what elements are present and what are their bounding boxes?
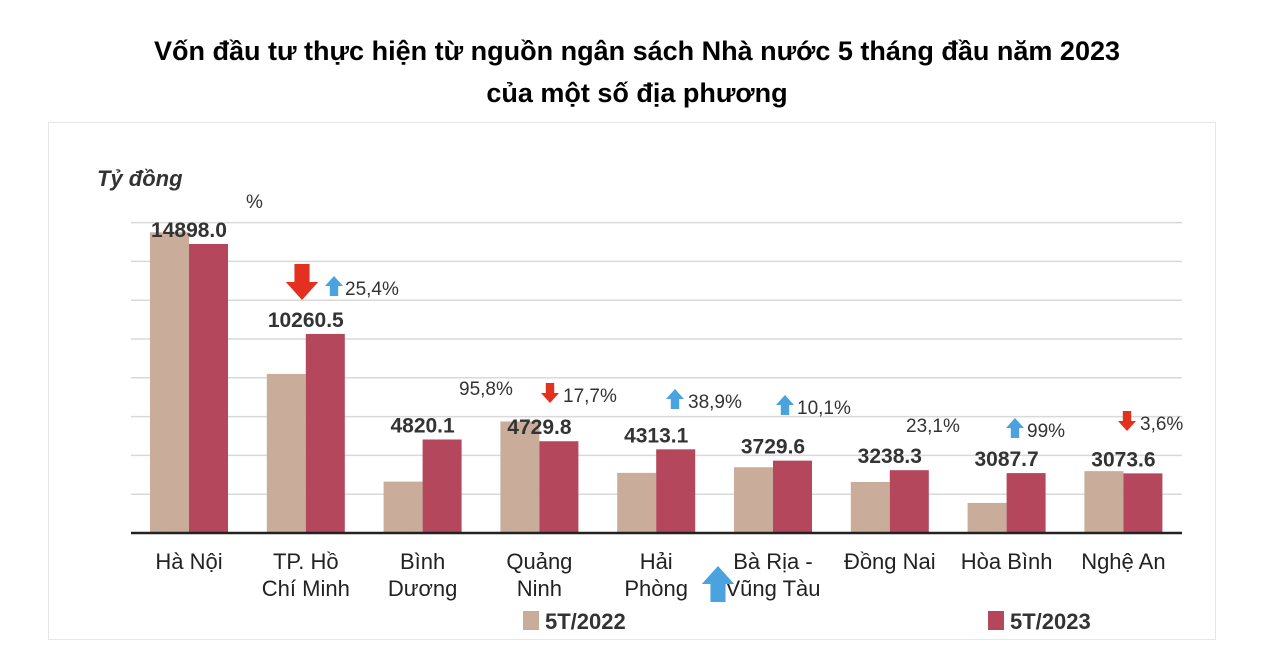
data-label: 3729.6 <box>741 436 805 459</box>
bar-5t-2023 <box>189 243 228 533</box>
category-label: Hà Nội <box>155 549 222 574</box>
category-label: TP. Hồ <box>273 549 339 574</box>
bar-5t-2023 <box>305 333 345 533</box>
title-line-1: Vốn đầu tư thực hiện từ nguồn ngân sách … <box>153 36 1120 66</box>
category-label: Dương <box>388 576 458 601</box>
arrow-up-icon <box>776 395 794 415</box>
category-label: Chí Minh <box>262 576 350 601</box>
category-label: Đồng Nai <box>844 549 936 574</box>
growth-annotation: 23,1% <box>906 416 960 437</box>
arrow-down-icon <box>285 264 319 300</box>
growth-annotation: 99% <box>1027 421 1065 442</box>
bar-5t-2022 <box>617 472 657 533</box>
category-label: Nghệ An <box>1081 549 1165 574</box>
category-label: Bình <box>400 549 445 574</box>
bar-5t-2022 <box>383 481 423 533</box>
growth-annotation: 10,1% <box>797 398 851 419</box>
category-label: Hòa Bình <box>961 549 1053 574</box>
legend-swatch-2022 <box>523 611 539 630</box>
bar-5t-2023 <box>1006 473 1046 533</box>
data-label: 3073.6 <box>1091 448 1155 471</box>
data-label: 3238.3 <box>858 445 922 468</box>
category-label: Bà Rịa - <box>733 549 812 574</box>
bar-5t-2023 <box>889 470 929 533</box>
chart-frame <box>48 122 1216 640</box>
bar-5t-2022 <box>266 373 306 533</box>
data-label: 3087.7 <box>974 448 1038 471</box>
growth-annotation: 38,9% <box>688 392 742 413</box>
bar-5t-2023 <box>1123 473 1163 533</box>
bar-5t-2022 <box>734 467 773 533</box>
bar-5t-2023 <box>656 449 696 533</box>
growth-annotation: 95,8% <box>459 379 513 400</box>
y-axis-label: Tỷ đồng <box>97 166 183 191</box>
category-label: Phòng <box>624 576 688 601</box>
bar-5t-2022 <box>967 502 1007 533</box>
chart-title: Vốn đầu tư thực hiện từ nguồn ngân sách … <box>0 30 1274 114</box>
bar-5t-2022 <box>850 481 890 533</box>
title-line-2: của một số địa phương <box>486 78 788 108</box>
bar-5t-2023 <box>773 460 812 533</box>
data-label: 4313.1 <box>624 424 689 447</box>
arrow-up-icon <box>1006 418 1024 438</box>
arrow-down-icon <box>1118 411 1136 431</box>
growth-annotation: 3,6% <box>1140 414 1183 435</box>
arrow-down-icon <box>541 383 559 403</box>
arrow-up-icon <box>325 276 343 296</box>
legend-label-2022: 5T/2022 <box>545 609 626 634</box>
category-label: Quảng <box>506 549 572 574</box>
category-label: Vũng Tàu <box>725 576 820 601</box>
bar-5t-2022 <box>500 421 540 533</box>
bar-5t-2023 <box>539 441 579 533</box>
category-label: Ninh <box>517 576 562 601</box>
data-label: 4820.1 <box>390 414 455 437</box>
legend-swatch-2023 <box>988 611 1004 630</box>
arrow-up-icon <box>701 566 735 602</box>
bar-5t-2022 <box>1084 471 1124 533</box>
growth-annotation: % <box>246 192 263 213</box>
data-label: 10260.5 <box>268 309 344 332</box>
category-label: Hải <box>640 549 673 574</box>
growth-annotation: 17,7% <box>563 386 617 407</box>
growth-annotation: 25,4% <box>345 279 399 300</box>
arrow-up-icon <box>666 389 684 409</box>
data-label: 14898.0 <box>151 219 227 242</box>
bar-5t-2022 <box>150 232 189 534</box>
legend-label-2023: 5T/2023 <box>1010 609 1091 634</box>
bar-5t-2023 <box>422 439 462 533</box>
data-label: 4729.8 <box>507 416 572 439</box>
